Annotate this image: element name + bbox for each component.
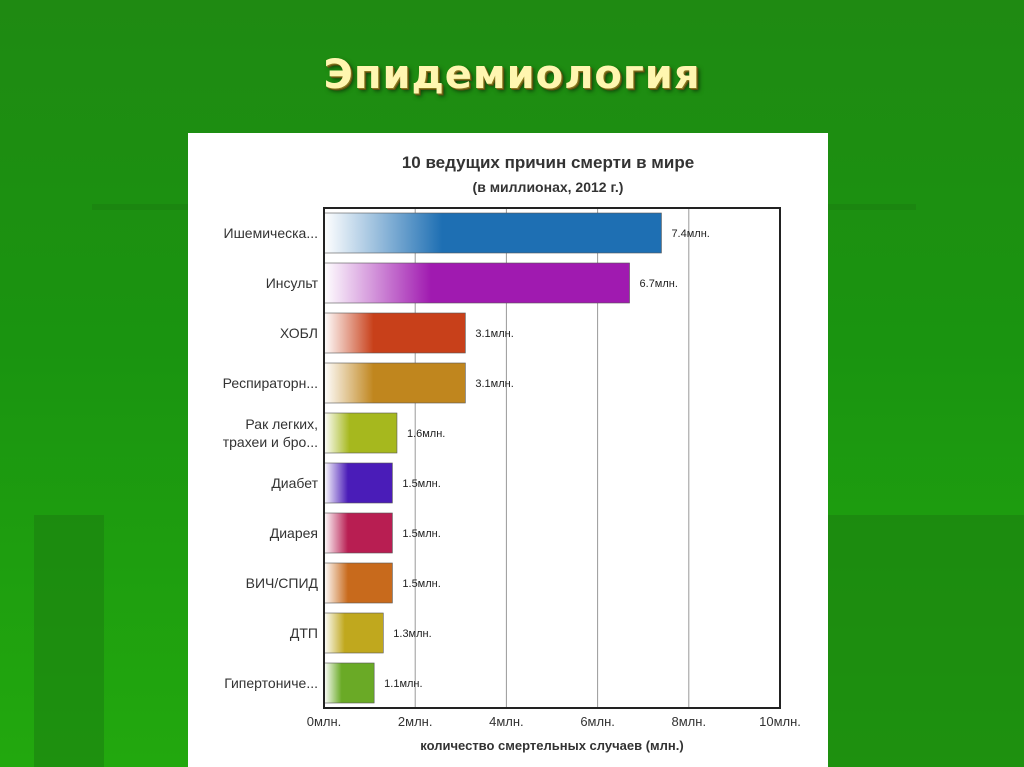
bar [323, 562, 393, 604]
x-tick-label: 10млн. [759, 714, 801, 729]
plot-frame [323, 207, 781, 709]
bar [323, 262, 630, 304]
bar-value-label: 1.1млн. [384, 678, 422, 690]
slide-title: Эпидемиология [323, 52, 701, 98]
background-band-left [34, 515, 104, 767]
category-label: Инсульт [266, 275, 319, 291]
bar [323, 312, 466, 354]
bar [323, 212, 662, 254]
x-tick-label: 8млн. [672, 714, 707, 729]
bar-value-label: 1.5млн. [402, 478, 440, 490]
x-tick-label: 4млн. [489, 714, 524, 729]
x-tick-label: 6млн. [580, 714, 615, 729]
bar-value-label: 6.7млн. [640, 278, 678, 290]
bar [323, 412, 398, 454]
x-tick-label: 0млн. [307, 714, 342, 729]
bar [323, 462, 393, 504]
bar-value-label: 3.1млн. [475, 378, 513, 390]
bar-value-label: 1.6млн. [407, 428, 445, 440]
category-label: ДТП [290, 625, 318, 641]
category-label: Респираторн... [223, 375, 318, 391]
bar [323, 512, 393, 554]
category-label: Ишемическа... [224, 225, 319, 241]
bar-value-label: 7.4млн. [671, 228, 709, 240]
x-tick-label: 2млн. [398, 714, 433, 729]
category-label: Диабет [271, 475, 318, 491]
category-label: Гипертониче... [224, 675, 318, 691]
category-label: трахеи и бро... [223, 434, 318, 450]
bar-value-label: 1.5млн. [402, 578, 440, 590]
chart-panel: 10 ведущих причин смерти в мире (в милли… [188, 133, 828, 767]
chart-subtitle: (в миллионах, 2012 г.) [473, 179, 624, 195]
bar-value-label: 3.1млн. [475, 328, 513, 340]
bar [323, 362, 466, 404]
bar [323, 662, 375, 704]
bar-value-label: 1.3млн. [393, 628, 431, 640]
background-band-right [828, 515, 1024, 767]
x-axis-label: количество смертельных случаев (млн.) [420, 738, 683, 753]
bar-chart: 10 ведущих причин смерти в мире (в милли… [223, 153, 801, 753]
category-label: Рак легких, [245, 416, 318, 432]
category-label: ХОБЛ [280, 325, 318, 341]
category-label: ВИЧ/СПИД [246, 575, 319, 591]
chart-title: 10 ведущих причин смерти в мире [402, 153, 694, 172]
category-label: Диарея [270, 525, 318, 541]
bar [323, 612, 384, 654]
bar-value-label: 1.5млн. [402, 528, 440, 540]
